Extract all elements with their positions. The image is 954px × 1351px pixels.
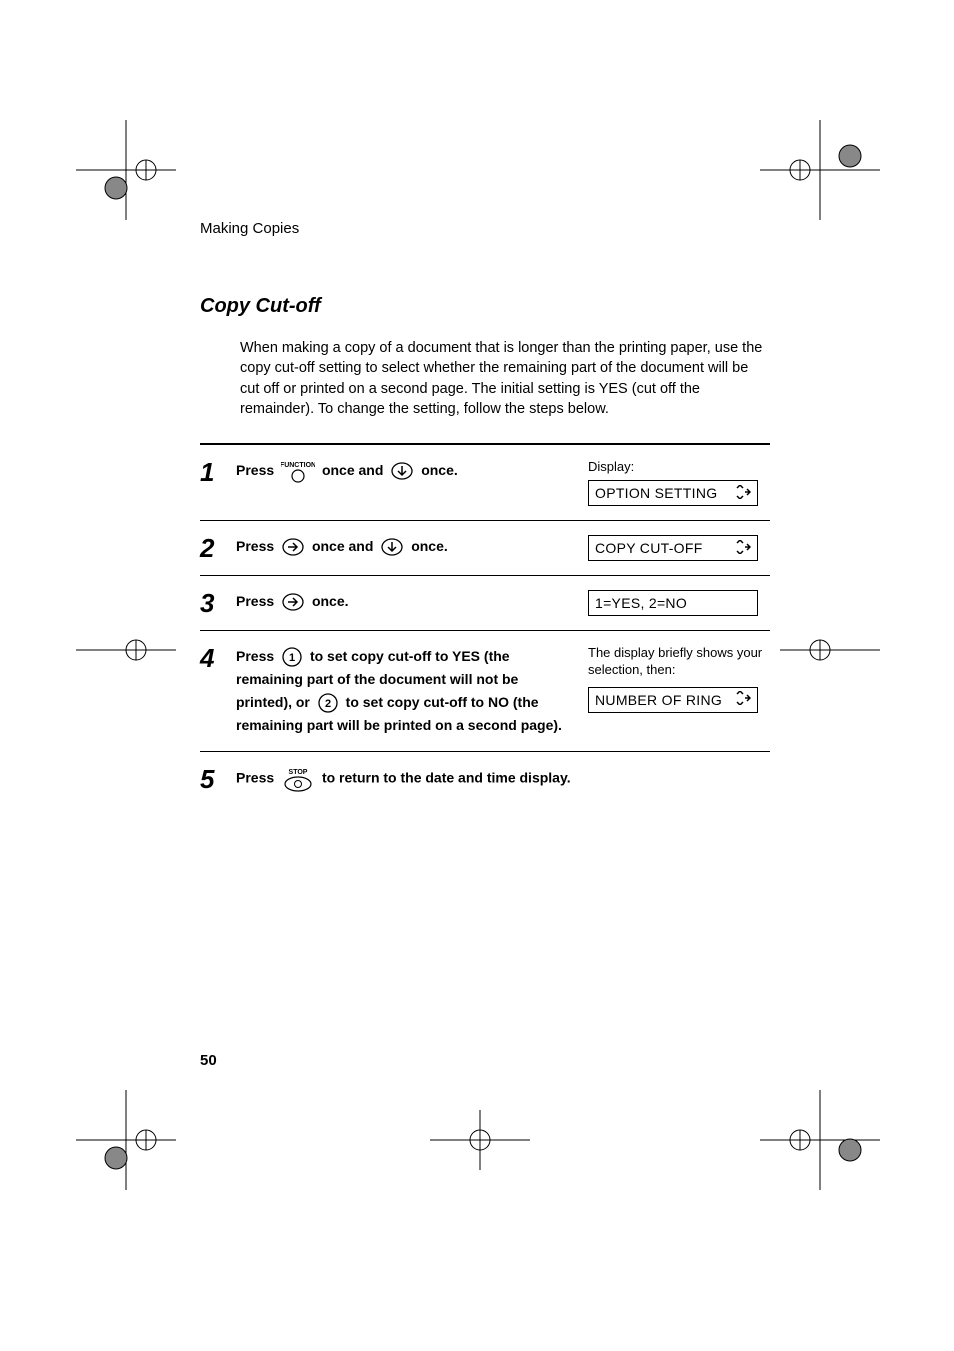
step-number: 1 [200, 459, 236, 485]
step-instruction: Press STOP to return to the date and tim… [236, 766, 770, 792]
section-title: Copy Cut-off [200, 295, 770, 318]
step-number: 5 [200, 766, 236, 792]
svg-text:2: 2 [325, 698, 331, 710]
step-instruction: Press FUNCTION once and once. [236, 459, 578, 483]
step-number: 3 [200, 590, 236, 616]
number-1-key-icon: 1 [281, 646, 303, 668]
step-5: 5 Press STOP to return to the date and t… [200, 752, 770, 806]
display-label: Display: [588, 459, 770, 474]
crop-mark-mid-right [780, 620, 880, 680]
crop-mark-bottom-center [430, 1110, 530, 1170]
text: once. [421, 462, 458, 478]
steps-list: 1 Press FUNCTION once and once. Display: [200, 445, 770, 805]
crop-mark-top-right [760, 120, 880, 220]
step-number: 2 [200, 535, 236, 561]
step-display: 1=YES, 2=NO [588, 590, 770, 616]
function-key-icon: FUNCTION [281, 459, 315, 483]
step-4: 4 Press 1 to set copy cut-off to YES (th… [200, 631, 770, 750]
display-note: The display briefly shows your selection… [588, 645, 770, 679]
crop-mark-bottom-right [760, 1090, 880, 1190]
display-text: OPTION SETTING [595, 485, 717, 501]
down-arrow-key-icon [380, 537, 404, 557]
text: Press [236, 648, 274, 664]
display-text: COPY CUT-OFF [595, 540, 703, 556]
display-box: NUMBER OF RING [588, 687, 758, 713]
step-instruction: Press once and once. [236, 535, 578, 557]
stop-key-icon: STOP [281, 766, 315, 792]
number-2-key-icon: 2 [317, 692, 339, 714]
text: to return to the date and time display. [322, 769, 571, 785]
nav-arrows-icon [733, 691, 751, 708]
crop-mark-top-left [76, 120, 176, 220]
step-display: COPY CUT-OFF [588, 535, 770, 561]
step-display: The display briefly shows your selection… [588, 645, 770, 713]
step-3: 3 Press once. 1=YES, 2=NO [200, 576, 770, 630]
text: Press [236, 462, 274, 478]
right-arrow-key-icon [281, 592, 305, 612]
svg-text:1: 1 [289, 652, 295, 664]
intro-paragraph: When making a copy of a document that is… [240, 338, 770, 419]
text: Press [236, 538, 274, 554]
step-1: 1 Press FUNCTION once and once. Display: [200, 445, 770, 520]
display-box: OPTION SETTING [588, 480, 758, 506]
nav-arrows-icon [733, 540, 751, 557]
step-number: 4 [200, 645, 236, 671]
step-instruction: Press 1 to set copy cut-off to YES (the … [236, 645, 578, 736]
display-box: 1=YES, 2=NO [588, 590, 758, 616]
down-arrow-key-icon [390, 461, 414, 481]
display-text: NUMBER OF RING [595, 692, 722, 708]
nav-arrows-icon [733, 485, 751, 502]
crop-mark-mid-left [76, 620, 176, 680]
text: once. [312, 593, 349, 609]
display-text: 1=YES, 2=NO [595, 595, 687, 611]
step-display: Display: OPTION SETTING [588, 459, 770, 506]
running-header: Making Copies [200, 220, 770, 237]
step-2: 2 Press once and once. COPY CUT-OFF [200, 521, 770, 575]
step-instruction: Press once. [236, 590, 578, 612]
svg-text:FUNCTION: FUNCTION [281, 462, 315, 469]
crop-mark-bottom-left [76, 1090, 176, 1190]
text: Press [236, 593, 274, 609]
svg-text:STOP: STOP [289, 769, 308, 776]
display-box: COPY CUT-OFF [588, 535, 758, 561]
text: once. [411, 538, 448, 554]
right-arrow-key-icon [281, 537, 305, 557]
text: once and [322, 462, 383, 478]
page-number: 50 [200, 1052, 217, 1069]
page-content: Making Copies Copy Cut-off When making a… [200, 220, 770, 806]
text: once and [312, 538, 373, 554]
text: Press [236, 769, 274, 785]
